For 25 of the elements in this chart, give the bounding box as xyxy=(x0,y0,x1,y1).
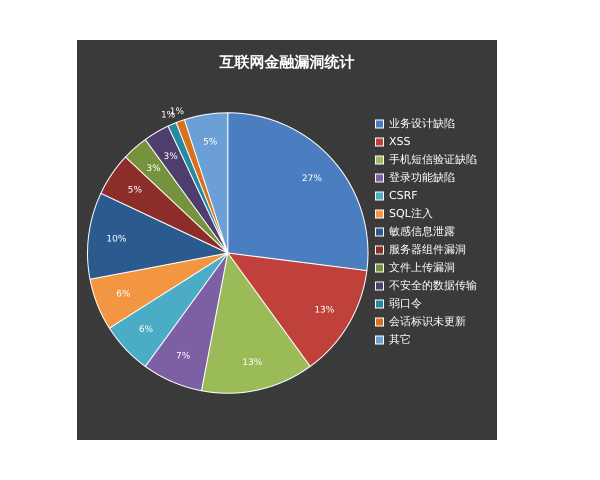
data-label: 13% xyxy=(242,358,263,368)
data-label: 3% xyxy=(163,152,178,162)
legend-label: 服务器组件漏洞 xyxy=(389,242,466,256)
data-label: 5% xyxy=(128,185,143,196)
legend-label: 弱口令 xyxy=(389,296,422,310)
legend-label: 敏感信息泄露 xyxy=(389,224,455,238)
legend-label: 不安全的数据传输 xyxy=(389,278,477,292)
legend-label: 业务设计缺陷 xyxy=(389,116,455,130)
chart-title: 互联网金融漏洞统计 xyxy=(218,52,354,71)
legend-label: CSRF xyxy=(389,188,418,202)
data-label: 5% xyxy=(203,138,218,148)
legend-label: SQL注入 xyxy=(389,206,433,220)
data-label: 6% xyxy=(138,325,154,336)
legend-label: XSS xyxy=(389,134,411,148)
legend-label: 其它 xyxy=(389,332,411,346)
data-label: 10% xyxy=(106,234,127,244)
data-label: 3% xyxy=(146,164,162,174)
legend-label: 手机短信验证缺陷 xyxy=(389,152,477,166)
data-label: 27% xyxy=(302,174,322,184)
legend-label: 登录功能缺陷 xyxy=(389,170,455,184)
legend-label: 会话标识未更新 xyxy=(389,314,466,328)
data-label: 7% xyxy=(176,351,191,362)
legend-label: 文件上传漏洞 xyxy=(389,260,455,274)
data-label: 6% xyxy=(116,290,132,300)
data-label: 13% xyxy=(314,305,335,316)
